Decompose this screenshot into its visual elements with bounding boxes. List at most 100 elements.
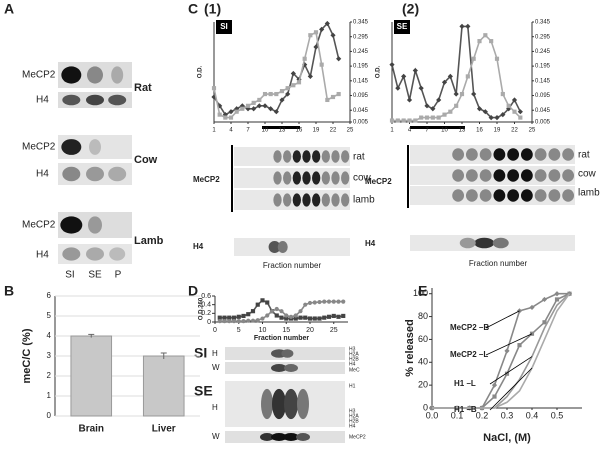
y2-tick-label: 0.295 xyxy=(353,34,369,40)
marker xyxy=(419,115,424,120)
blot-band xyxy=(86,247,104,261)
marker xyxy=(302,56,307,61)
marker xyxy=(234,109,239,114)
y2-tick-label: 0.005 xyxy=(535,120,551,126)
x-tick-label: 22 xyxy=(330,128,337,134)
marker xyxy=(494,114,500,121)
marker xyxy=(274,91,279,97)
marker xyxy=(511,97,518,103)
marker xyxy=(260,298,265,303)
fraction-label: SE xyxy=(194,383,213,399)
series-line xyxy=(432,293,571,409)
marker-label: H2B xyxy=(349,418,359,424)
marker xyxy=(554,291,560,297)
blot-band xyxy=(507,189,520,202)
blot-band xyxy=(87,66,103,84)
marker xyxy=(268,106,274,112)
series-line xyxy=(213,31,340,119)
blot-band xyxy=(296,433,310,441)
marker xyxy=(492,394,497,399)
marker xyxy=(517,343,522,348)
marker xyxy=(211,86,217,91)
marker xyxy=(217,315,222,320)
marker xyxy=(442,112,447,117)
blot-band xyxy=(260,433,274,441)
blot-band xyxy=(312,150,321,163)
marker xyxy=(262,103,268,109)
blot-band xyxy=(493,148,506,161)
blot-band xyxy=(321,171,330,185)
marker xyxy=(542,320,547,325)
subpanel-label: (2) xyxy=(402,1,419,17)
title-badge xyxy=(216,20,232,34)
blot xyxy=(410,166,575,185)
blot-band xyxy=(62,247,81,261)
marker xyxy=(326,314,332,319)
blot-band xyxy=(534,169,547,182)
marker xyxy=(336,299,341,304)
x-tick-label: Brain xyxy=(78,424,104,435)
marker xyxy=(296,80,302,85)
fraction-bar xyxy=(410,126,465,129)
marker xyxy=(517,109,523,115)
x-tick-label: 10 xyxy=(262,128,269,134)
marker xyxy=(262,91,268,97)
marker xyxy=(395,85,401,91)
marker xyxy=(303,315,308,320)
marker xyxy=(465,74,470,79)
y-tick-label: 0.6 xyxy=(201,293,211,300)
y-tick-label: 0 xyxy=(47,411,52,420)
marker xyxy=(471,91,477,97)
marker xyxy=(336,314,341,319)
blot-row-label: MeCP2 xyxy=(193,175,220,184)
marker xyxy=(512,109,517,114)
y2-tick-label: 0.245 xyxy=(535,49,551,55)
marker xyxy=(228,115,234,120)
blot-band xyxy=(88,216,102,234)
marker xyxy=(241,313,246,319)
blot-band xyxy=(562,189,575,202)
x-tick-label: 0 xyxy=(213,327,217,334)
marker xyxy=(454,103,459,108)
blot-band xyxy=(548,189,561,202)
panel-label: B xyxy=(4,283,14,299)
fraction-bar xyxy=(262,126,300,129)
blot-x-label: Fraction number xyxy=(263,261,322,270)
blot-x-label: Fraction number xyxy=(469,259,528,268)
title-badge xyxy=(394,20,410,34)
marker xyxy=(227,315,232,320)
marker xyxy=(341,299,346,304)
y-tick-label: 6 xyxy=(47,291,52,300)
marker xyxy=(250,309,256,314)
marker xyxy=(246,318,251,323)
marker xyxy=(488,114,494,121)
annotation-arrow xyxy=(489,356,533,385)
species-label: cow xyxy=(578,169,597,180)
blot-band xyxy=(465,189,478,202)
marker xyxy=(341,313,346,319)
blot-row-label: H4 xyxy=(36,250,49,261)
y-tick-label: 40 xyxy=(418,357,428,367)
marker xyxy=(251,100,256,105)
marker xyxy=(518,115,523,120)
x-tick-label: 19 xyxy=(494,128,501,134)
blot-band xyxy=(331,150,340,163)
fraction-label: SI xyxy=(194,345,207,361)
marker xyxy=(274,313,279,318)
marker xyxy=(325,97,330,103)
marker xyxy=(241,319,246,324)
panel-label: D xyxy=(188,283,198,299)
marker xyxy=(307,300,313,306)
marker-label: H4 xyxy=(349,361,356,367)
marker xyxy=(500,112,506,118)
blot-row-label: MeCP2 xyxy=(365,177,392,186)
blot-row-label: H4 xyxy=(36,169,49,180)
series-label: H1 –L xyxy=(454,379,476,388)
chart-title: SE xyxy=(397,22,408,31)
marker xyxy=(279,97,285,103)
blot xyxy=(234,190,350,210)
blot-band xyxy=(520,148,533,161)
species-label: rat xyxy=(578,150,590,161)
blot-band xyxy=(479,169,492,182)
marker xyxy=(260,316,265,321)
